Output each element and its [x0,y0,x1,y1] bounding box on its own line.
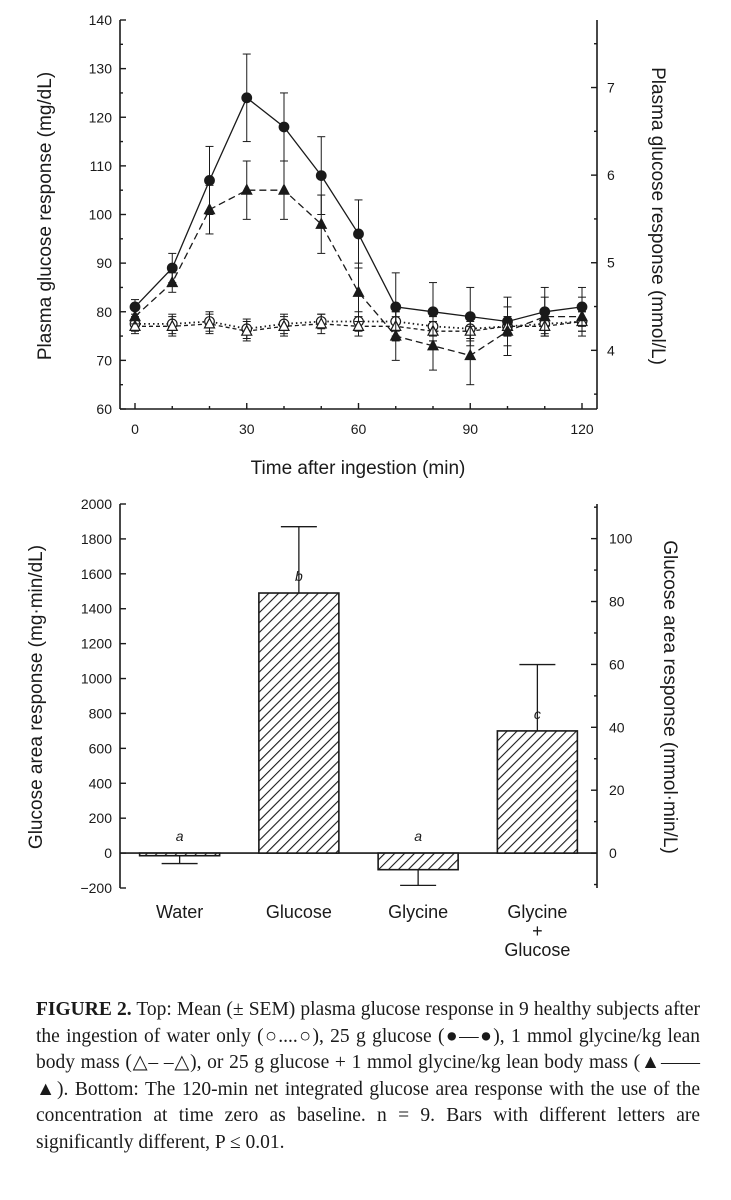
y-tick-label: 70 [96,352,112,368]
caption-text: Top: Mean (± SEM) plasma glucose respons… [36,999,700,1153]
y-tick-label: −200 [80,880,112,896]
right-y-tick-label: 40 [609,719,625,735]
y-tick-label: 0 [104,845,112,861]
data-point [538,309,551,322]
data-point [390,301,402,313]
y-tick-label: 1000 [81,671,112,687]
right-y-tick-label: 0 [609,845,617,861]
data-point [278,121,290,133]
series-glycine-glucose [129,160,588,386]
data-point [240,183,253,195]
data-point [352,285,365,297]
y-tick-label: 400 [89,775,113,791]
bar-chart-right-axis-label: Glucose area response (mmol·min/L) [659,540,680,854]
y-tick-label: 110 [90,158,113,174]
category-label: + [532,921,543,941]
line-chart-right-axis-label: Plasma glucose response (mmol/L) [647,67,668,365]
data-point [241,92,253,104]
category-label: Water [156,902,203,922]
data-point [278,183,290,195]
data-point [166,319,179,331]
data-point [129,319,141,331]
right-y-tick-label: 60 [609,656,625,672]
y-tick-label: 2000 [81,496,112,512]
data-point [501,324,514,336]
bar-group-glucose: b Glucose [258,526,340,922]
significance-letter: c [534,706,541,722]
y-tick-label: 1400 [81,601,112,617]
right-y-tick-label: 7 [607,80,615,96]
bar-group-water: a Water [138,828,221,922]
x-tick-label: 90 [462,421,478,437]
data-point [315,170,327,182]
data-point [427,338,439,351]
bar [138,852,221,857]
y-tick-label: 90 [96,255,112,271]
y-tick-label: 140 [89,12,113,28]
right-y-tick-label: 80 [609,594,625,610]
right-y-tick-label: 4 [607,342,615,358]
y-tick-label: 120 [89,109,113,125]
line-chart-axes: 60 70 80 90 100 110 120 130 140 0 30 60 90 120 4 5 6 7 [89,12,615,437]
right-y-tick-label: 6 [607,167,615,183]
right-y-tick-label: 20 [609,782,625,798]
y-tick-label: 80 [96,304,112,320]
data-point [240,324,253,336]
line-chart-series [129,53,588,386]
data-point [464,311,476,323]
y-tick-label: 200 [89,810,113,826]
significance-letter: b [295,568,303,584]
bar-group-glycine-glucose: c Glycine+Glucose [496,663,579,960]
line-chart-plasma-glucose: 60 70 80 90 100 110 120 130 140 0 30 60 90 120 4 5 6 7 Ti… [35,12,668,479]
data-point [203,317,216,329]
category-label: Glycine [507,902,567,922]
bar-chart-glucose-area: −200020040060080010001200140016001800200… [26,496,680,960]
y-tick-label: 60 [96,401,112,417]
y-tick-label: 1200 [81,636,112,652]
data-point [315,217,328,229]
caption-label: FIGURE 2. [36,999,132,1020]
category-label: Glucose [504,940,570,960]
line-chart-y-axis-label: Plasma glucose response (mg/dL) [35,72,56,360]
y-tick-label: 130 [89,61,113,77]
data-point [129,309,141,322]
bar [496,730,579,854]
data-point [576,309,588,322]
significance-letter: a [414,828,422,844]
data-point [315,317,328,329]
line-chart-x-axis-label: Time after ingestion (min) [251,458,466,479]
figure-caption: FIGURE 2. Top: Mean (± SEM) plasma gluco… [36,997,700,1156]
y-tick-label: 1600 [81,566,112,582]
right-y-tick-label: 100 [609,531,633,547]
x-tick-label: 60 [351,421,367,437]
y-tick-label: 100 [89,207,113,223]
significance-letter: a [176,828,184,844]
bar-group-glycine: a Glycine [377,828,459,922]
data-point [427,306,439,318]
x-tick-label: 120 [570,421,594,437]
data-point [352,319,365,331]
data-point [166,275,179,288]
category-label: Glycine [388,902,448,922]
data-point [166,262,178,274]
bar [377,852,459,871]
data-point [204,175,215,186]
bar-chart-y-axis-label: Glucose area response (mg·min/dL) [26,545,47,849]
y-tick-label: 600 [89,740,113,756]
data-point [203,202,216,215]
bar [258,592,340,854]
category-label: Glucose [266,902,332,922]
data-point [278,319,290,331]
y-tick-label: 1800 [81,531,112,547]
data-point [353,228,364,240]
data-point [389,329,402,341]
x-tick-label: 30 [239,421,255,437]
x-tick-label: 0 [131,421,139,437]
data-point [464,348,477,361]
y-tick-label: 800 [89,705,113,721]
right-y-tick-label: 5 [607,255,615,271]
